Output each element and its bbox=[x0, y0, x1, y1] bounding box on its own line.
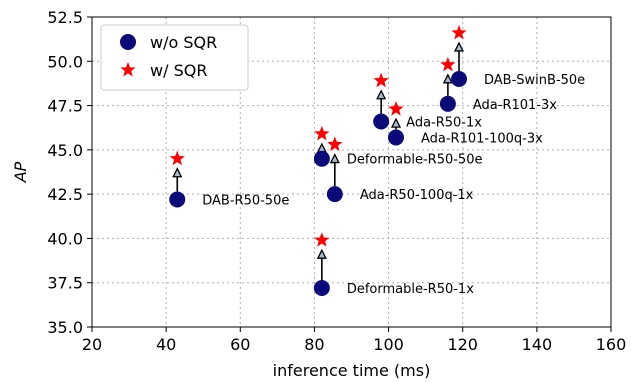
point-wo-sqr bbox=[439, 95, 456, 112]
point-w-sqr bbox=[451, 24, 467, 40]
model-label: Ada-R101-3x bbox=[473, 98, 557, 113]
x-tick-label: 40 bbox=[156, 335, 176, 354]
arrow-head bbox=[442, 73, 453, 84]
y-axis-label: AP bbox=[11, 161, 30, 183]
point-w-sqr bbox=[327, 136, 343, 152]
model-label: DAB-SwinB-50e bbox=[484, 73, 585, 88]
point-wo-sqr bbox=[373, 113, 390, 130]
model-label: Ada-R50-1x bbox=[406, 116, 482, 131]
y-ticks: 35.0 37.5 40.0 42.5 45.0 47.5 50.0 52.5 bbox=[47, 8, 92, 337]
arrow-head bbox=[329, 153, 340, 164]
x-tick-label: 120 bbox=[447, 335, 478, 354]
legend: w/o SQR w/ SQR bbox=[100, 24, 249, 91]
y-tick-label: 52.5 bbox=[47, 8, 83, 27]
arrow-head bbox=[172, 167, 183, 178]
x-tick-label: 140 bbox=[522, 335, 553, 354]
x-tick-label: 100 bbox=[373, 335, 404, 354]
y-tick-label: 42.5 bbox=[47, 185, 83, 204]
point-wo-sqr bbox=[326, 186, 343, 203]
y-tick-label: 50.0 bbox=[47, 52, 83, 71]
y-tick-label: 47.5 bbox=[47, 97, 83, 116]
model-label: DAB-R50-50e bbox=[202, 193, 289, 208]
x-axis-label: inference time (ms) bbox=[273, 361, 431, 380]
connectors bbox=[172, 41, 465, 281]
legend-marker-wo-sqr bbox=[120, 34, 136, 50]
y-tick-label: 40.0 bbox=[47, 229, 83, 248]
point-wo-sqr bbox=[313, 150, 330, 167]
x-tick-label: 160 bbox=[596, 335, 627, 354]
arrow-head bbox=[390, 117, 402, 128]
legend-marker-w-sqr bbox=[120, 62, 136, 77]
arrow-head bbox=[316, 248, 327, 259]
plot-frame bbox=[91, 16, 612, 328]
model-label: Ada-R50-100q-1x bbox=[360, 188, 474, 203]
x-ticks: 20 40 60 80 100 120 140 160 bbox=[82, 327, 626, 354]
y-tick-label: 45.0 bbox=[47, 141, 83, 160]
model-label: Deformable-R50-50e bbox=[347, 153, 483, 168]
legend-label-w-sqr: w/ SQR bbox=[150, 61, 207, 80]
point-w-sqr bbox=[314, 232, 330, 247]
points bbox=[169, 24, 468, 297]
legend-label-wo-sqr: w/o SQR bbox=[150, 33, 217, 52]
point-wo-sqr bbox=[313, 280, 330, 297]
point-w-sqr bbox=[373, 72, 389, 88]
point-wo-sqr bbox=[169, 191, 186, 208]
model-label: Ada-R101-100q-3x bbox=[421, 131, 543, 146]
point-labels: DAB-R50-50e Deformable-R50-1x Deformable-R… bbox=[202, 73, 585, 297]
point-wo-sqr bbox=[451, 71, 468, 87]
x-tick-label: 60 bbox=[230, 335, 250, 354]
point-w-sqr bbox=[440, 56, 456, 72]
x-tick-label: 80 bbox=[304, 335, 324, 354]
model-label: Deformable-R50-1x bbox=[347, 282, 474, 297]
arrow-head bbox=[453, 41, 465, 52]
point-w-sqr bbox=[314, 125, 330, 141]
y-tick-label: 37.5 bbox=[47, 274, 83, 293]
x-tick-label: 20 bbox=[82, 335, 102, 354]
point-wo-sqr bbox=[387, 129, 404, 146]
legend-box bbox=[100, 24, 249, 91]
point-w-sqr bbox=[388, 101, 404, 116]
y-tick-label: 35.0 bbox=[47, 318, 83, 337]
arrow-head bbox=[376, 89, 387, 100]
point-w-sqr bbox=[169, 150, 185, 166]
